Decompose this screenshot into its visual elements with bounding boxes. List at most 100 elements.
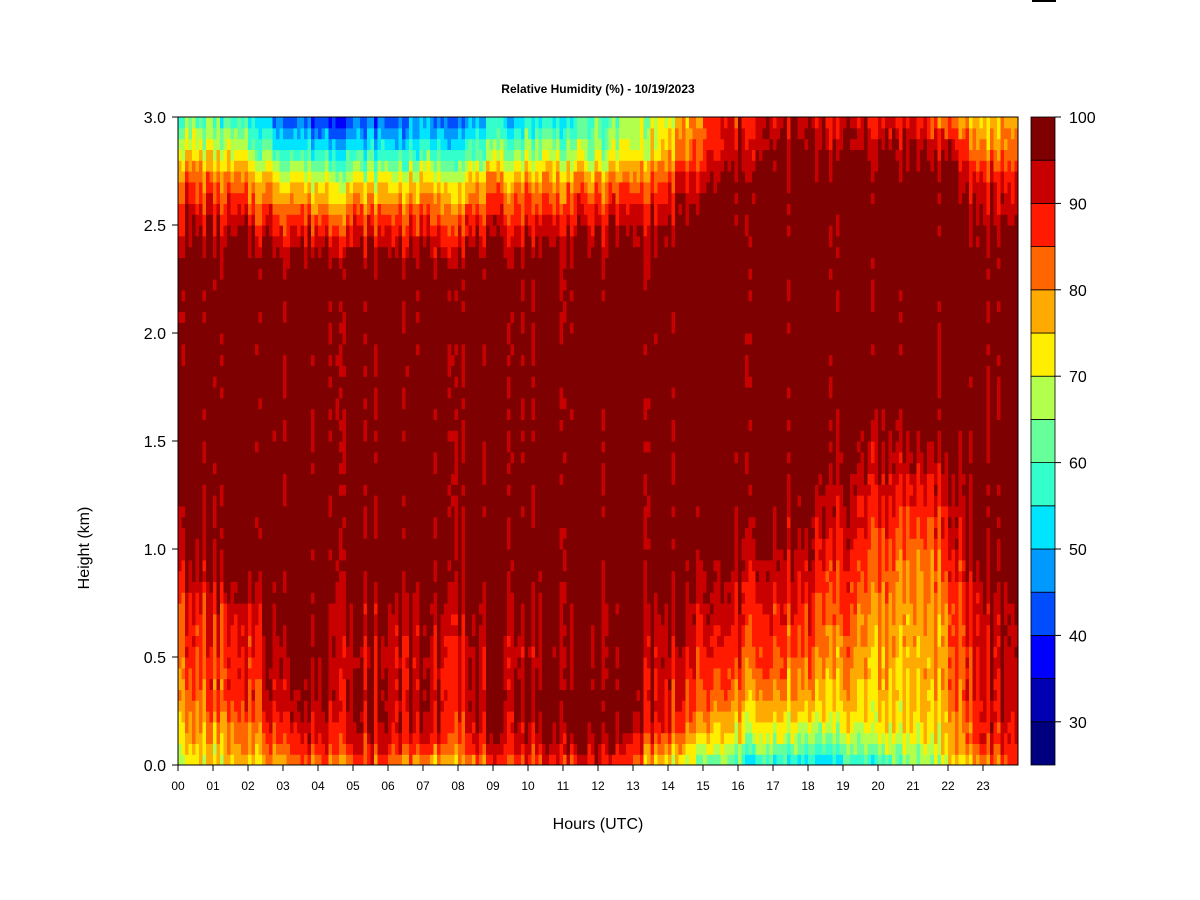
heatmap-cell	[213, 711, 218, 723]
heatmap-cell	[321, 538, 326, 550]
heatmap-cell	[349, 268, 354, 280]
heatmap-cell	[325, 376, 330, 388]
heatmap-cell	[178, 333, 183, 345]
heatmap-cell	[234, 689, 239, 701]
heatmap-cell	[433, 603, 438, 615]
heatmap-cell	[346, 171, 351, 183]
heatmap-cell	[370, 495, 375, 507]
heatmap-cell	[213, 527, 218, 539]
heatmap-cell	[206, 689, 211, 701]
heatmap-cell	[223, 333, 228, 345]
heatmap-cell	[349, 214, 354, 226]
heatmap-cell	[185, 516, 190, 528]
heatmap-cell	[461, 397, 466, 410]
heatmap-cell	[188, 570, 193, 582]
heatmap-cell	[349, 473, 354, 485]
heatmap-cell	[258, 289, 263, 302]
heatmap-cell	[444, 257, 449, 269]
heatmap-cell	[342, 592, 347, 604]
heatmap-cell	[307, 495, 312, 507]
heatmap-cell	[237, 322, 242, 334]
heatmap-cell	[199, 138, 204, 150]
heatmap-cell	[454, 127, 459, 140]
heatmap-cell	[412, 419, 417, 431]
heatmap-cell	[237, 667, 242, 680]
heatmap-cell	[209, 732, 214, 744]
heatmap-cell	[360, 657, 365, 669]
heatmap-cell	[325, 516, 330, 528]
heatmap-cell	[419, 657, 424, 669]
heatmap-cell	[276, 549, 281, 561]
heatmap-cell	[405, 624, 410, 636]
heatmap-cell	[419, 235, 424, 248]
heatmap-cell	[283, 246, 288, 258]
heatmap-cell	[398, 127, 403, 140]
heatmap-cell	[440, 246, 445, 258]
heatmap-cell	[227, 516, 232, 528]
heatmap-cell	[405, 667, 410, 680]
heatmap-cell	[272, 516, 277, 528]
heatmap-cell	[234, 635, 239, 647]
heatmap-cell	[321, 397, 326, 410]
heatmap-cell	[237, 376, 242, 388]
heatmap-cell	[209, 667, 214, 680]
heatmap-cell	[199, 505, 204, 518]
heatmap-cell	[265, 613, 270, 626]
heatmap-cell	[461, 451, 466, 464]
heatmap-cell	[398, 603, 403, 615]
heatmap-cell	[279, 311, 284, 323]
heatmap-cell	[241, 678, 246, 690]
heatmap-cell	[430, 387, 435, 399]
heatmap-cell	[251, 127, 256, 140]
heatmap-cell	[363, 214, 368, 226]
heatmap-cell	[318, 441, 323, 453]
heatmap-cell	[353, 473, 358, 485]
heatmap-cell	[454, 397, 459, 410]
heatmap-cell	[437, 279, 442, 291]
heatmap-cell	[276, 451, 281, 464]
heatmap-cell	[402, 138, 407, 150]
heatmap-cell	[335, 592, 340, 604]
heatmap-cell	[244, 678, 249, 690]
heatmap-cell	[181, 387, 186, 399]
heatmap-cell	[269, 678, 274, 690]
heatmap-cell	[335, 635, 340, 647]
heatmap-cell	[188, 279, 193, 291]
heatmap-cell	[349, 279, 354, 291]
heatmap-cell	[391, 181, 396, 194]
heatmap-cell	[244, 430, 249, 442]
heatmap-cell	[342, 527, 347, 539]
heatmap-cell	[388, 365, 393, 377]
heatmap-cell	[360, 387, 365, 399]
heatmap-cell	[269, 516, 274, 528]
heatmap-cell	[307, 441, 312, 453]
heatmap-cell	[300, 257, 305, 269]
heatmap-cell	[447, 387, 452, 399]
heatmap-cell	[178, 289, 183, 302]
heatmap-cell	[234, 138, 239, 150]
heatmap-cell	[349, 678, 354, 690]
heatmap-cell	[290, 678, 295, 690]
heatmap-cell	[325, 646, 330, 658]
heatmap-cell	[297, 484, 302, 496]
heatmap-cell	[300, 268, 305, 280]
heatmap-cell	[241, 397, 246, 410]
heatmap-cell	[206, 624, 211, 636]
heatmap-cell	[255, 484, 260, 496]
heatmap-cell	[332, 559, 337, 572]
heatmap-cell	[433, 473, 438, 485]
heatmap-cell	[192, 365, 197, 377]
heatmap-cell	[283, 192, 288, 204]
heatmap-cell	[199, 117, 204, 129]
heatmap-cell	[206, 592, 211, 604]
heatmap-cell	[437, 171, 442, 183]
heatmap-cell	[290, 581, 295, 593]
heatmap-cell	[440, 203, 445, 215]
heatmap-cell	[290, 689, 295, 701]
heatmap-cell	[237, 624, 242, 636]
heatmap-cell	[318, 333, 323, 345]
heatmap-cell	[398, 505, 403, 518]
heatmap-cell	[248, 246, 253, 258]
heatmap-cell	[304, 246, 309, 258]
heatmap-cell	[223, 678, 228, 690]
